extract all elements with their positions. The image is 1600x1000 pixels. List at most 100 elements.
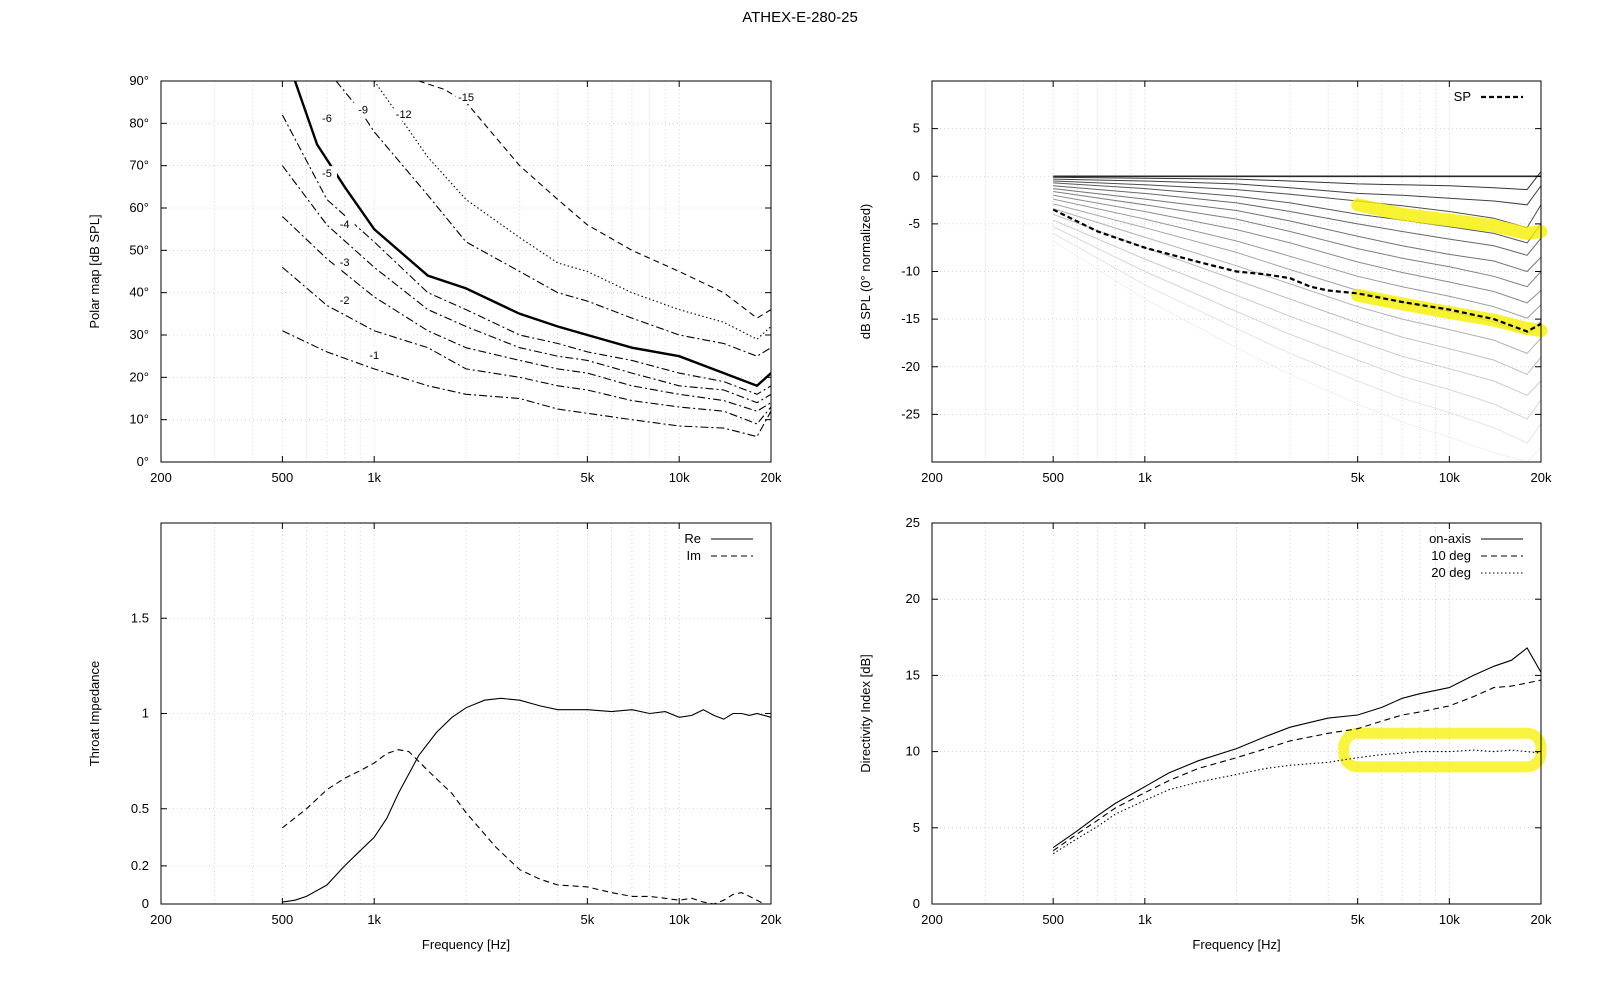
x-tick-label: 500: [272, 912, 294, 927]
x-tick-label: 10k: [1439, 470, 1460, 485]
fan-line: [1053, 188, 1541, 273]
y-tick-label: 80°: [129, 115, 149, 130]
highlight-ring: [1338, 727, 1547, 773]
contour-label-bg: [334, 216, 355, 231]
y-tick-label: 90°: [129, 73, 149, 88]
fan-line: [1052, 232, 1541, 444]
contour-label-bg: [364, 348, 385, 363]
y-tick-label: 5: [913, 121, 920, 136]
y-tick-label: 5: [913, 820, 920, 835]
series-line-Re: [282, 697, 771, 903]
x-tick-label: 200: [150, 470, 172, 485]
fan-line: [1053, 185, 1541, 256]
series-line-Im: [282, 749, 765, 904]
legend-label: 20 deg: [1431, 565, 1471, 580]
legend-label: Re: [684, 531, 701, 546]
fan-line: [1053, 198, 1541, 319]
series-lines: [281, 81, 771, 438]
contour-label: -3: [340, 257, 350, 269]
y-axis-label: dB SPL (0° normalized): [858, 204, 873, 340]
y-tick-label: 10°: [129, 412, 149, 427]
y-tick-label: 60°: [129, 200, 149, 215]
contour-label-bg: [334, 255, 355, 270]
y-tick-label: -15: [901, 311, 920, 326]
y-tick-label: 10: [906, 744, 920, 759]
highlight-stroke: [1351, 198, 1548, 240]
series-line-10-deg: [1052, 679, 1541, 852]
chart-directivity: 200 500 1k 5k 10k 20k 0 5 10 15 20 25 Directivity In…: [858, 515, 1552, 952]
fan-line: [1053, 171, 1541, 191]
y-tick-label: 1: [142, 706, 149, 721]
contour-label: -6: [322, 113, 332, 125]
y-tick-label: 0.2: [131, 858, 149, 873]
series-lines: [1052, 647, 1541, 855]
legend: SP: [1454, 89, 1523, 104]
chart-polar: -1 -2 -3 -4 -5 -6 -9 -12 -15 200 500 1k 5k 10k 20k 0° 10…: [87, 73, 782, 485]
series-line--15: [418, 81, 771, 319]
y-tick-label: 20°: [129, 369, 149, 384]
contour-label-bg: [456, 89, 476, 104]
y-tick-label: 25: [906, 515, 920, 530]
plot-frame: [160, 80, 772, 463]
chart-impedance: 200 500 1k 5k 10k 20k 0 0.2 0.5 1 1.5 Throat Impeda…: [87, 522, 782, 952]
contour-label: -15: [458, 92, 474, 104]
legend-label: on-axis: [1429, 531, 1471, 546]
fan-line: [1052, 240, 1541, 462]
series-line--12: [373, 81, 771, 340]
x-tick-label: 200: [150, 912, 172, 927]
x-tick-label: 5k: [1351, 912, 1365, 927]
contour-label: -12: [396, 109, 412, 121]
x-tick-label: 5k: [1351, 470, 1365, 485]
x-tick-label: 20k: [761, 470, 782, 485]
y-tick-label: -10: [901, 264, 920, 279]
fan-line: [1053, 219, 1541, 396]
y-tick-label: -5: [908, 216, 920, 231]
fan-line: [1053, 208, 1541, 354]
x-tick-label: 500: [272, 470, 294, 485]
y-tick-label: 0: [913, 896, 920, 911]
y-tick-label: 40°: [129, 285, 149, 300]
y-tick-label: -25: [901, 406, 920, 421]
contour-label-bg: [334, 293, 355, 308]
x-tick-label: 200: [921, 912, 943, 927]
y-tick-label: 0°: [137, 454, 149, 469]
fan-lines: [1052, 171, 1541, 462]
series-line--1: [282, 330, 771, 438]
plot-frame: [931, 522, 1542, 905]
figure-title: ATHEX-E-280-25: [742, 9, 858, 26]
fan-line: [1052, 226, 1541, 420]
contour-label: -1: [369, 350, 379, 362]
x-tick-label: 20k: [1531, 912, 1552, 927]
series-line--3: [282, 216, 771, 412]
x-tick-label: 20k: [1531, 470, 1552, 485]
highlight-stroke: [1351, 288, 1548, 338]
series-lines: [1052, 208, 1541, 333]
x-tick-label: 10k: [669, 470, 690, 485]
contour-label: -2: [340, 295, 350, 307]
contour-label-bg: [353, 102, 374, 117]
fan-line: [1053, 191, 1541, 288]
y-tick-label: 30°: [129, 327, 149, 342]
series-line-on-axis: [1052, 647, 1541, 849]
series-line--9: [335, 81, 771, 357]
y-axis-label: Throat Impedance: [87, 661, 102, 767]
contour-label-bg: [316, 166, 337, 181]
y-axis-label: Directivity Index [dB]: [858, 654, 873, 773]
contour-label-bg: [393, 106, 414, 121]
grid: [161, 523, 771, 904]
series-line--6: [293, 81, 771, 388]
y-tick-label: 0: [913, 168, 920, 183]
series-line--2: [282, 266, 771, 425]
grid: [161, 81, 771, 462]
y-axis-label: Polar map [dB SPL]: [87, 214, 102, 328]
x-tick-label: 200: [921, 470, 943, 485]
contour-label: -9: [358, 105, 368, 117]
y-tick-label: 15: [906, 667, 920, 682]
series-line--5: [281, 114, 771, 395]
legend-label: Im: [687, 548, 701, 563]
x-tick-label: 10k: [1439, 912, 1460, 927]
fan-line: [1053, 178, 1541, 206]
grid: [932, 523, 1541, 904]
fan-line: [1053, 182, 1541, 244]
y-tick-label: 70°: [129, 158, 149, 173]
